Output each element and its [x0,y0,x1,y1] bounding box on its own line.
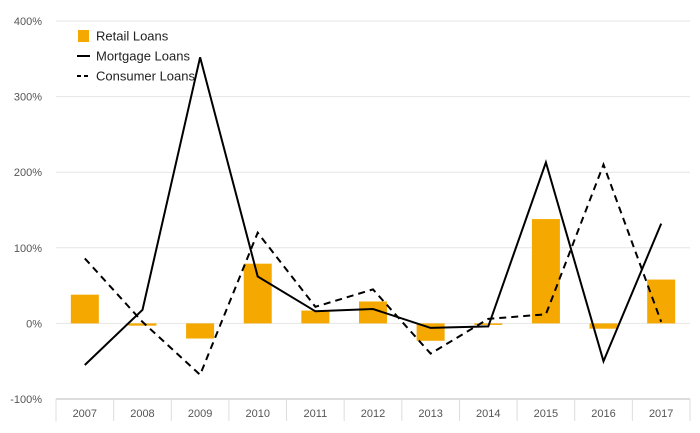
x-tick-label: 2015 [534,408,558,420]
legend-label: Mortgage Loans [96,49,190,64]
x-tick-label: 2017 [649,408,673,420]
x-tick-label: 2008 [130,408,154,420]
bar [416,323,445,341]
bar [531,219,560,324]
bar [70,294,99,324]
x-tick-label: 2010 [245,408,269,420]
y-tick-label: 300% [14,92,42,104]
y-tick-label: 0% [26,318,42,330]
line-layer [84,57,663,377]
y-tick-label: -100% [10,394,42,406]
x-tick-label: 2013 [418,408,442,420]
x-tick-label: 2011 [304,408,328,420]
legend-swatch-retail-loans [78,30,89,42]
bar [301,310,330,324]
consumer-loans-line [84,161,663,377]
x-tick-label: 2014 [476,408,500,420]
mortgage-loans-line [84,57,663,366]
bar [589,323,618,329]
y-tick-label: 400% [14,16,42,28]
legend: Retail Loans Mortgage Loans Consumer Loans [77,29,195,84]
y-tick-label: 100% [14,243,42,255]
legend-label: Retail Loans [96,29,169,44]
bar [359,301,387,324]
bar [243,263,272,324]
bar [647,279,676,324]
y-tick-label: 200% [14,167,42,179]
x-tick-label: 2012 [361,408,385,420]
bar [128,323,157,326]
x-tick-label: 2016 [591,408,615,420]
x-tick-label: 2009 [188,408,212,420]
bar-layer [70,219,676,341]
x-axis: 2007 2008 2009 2010 2011 2012 2013 2014 2015 2016… [55,398,691,421]
bar [186,323,215,339]
x-tick-label: 2007 [73,408,97,420]
y-axis: -100% 0% 100% 200% 300% 400% [10,16,42,406]
legend-label: Consumer Loans [96,69,195,84]
